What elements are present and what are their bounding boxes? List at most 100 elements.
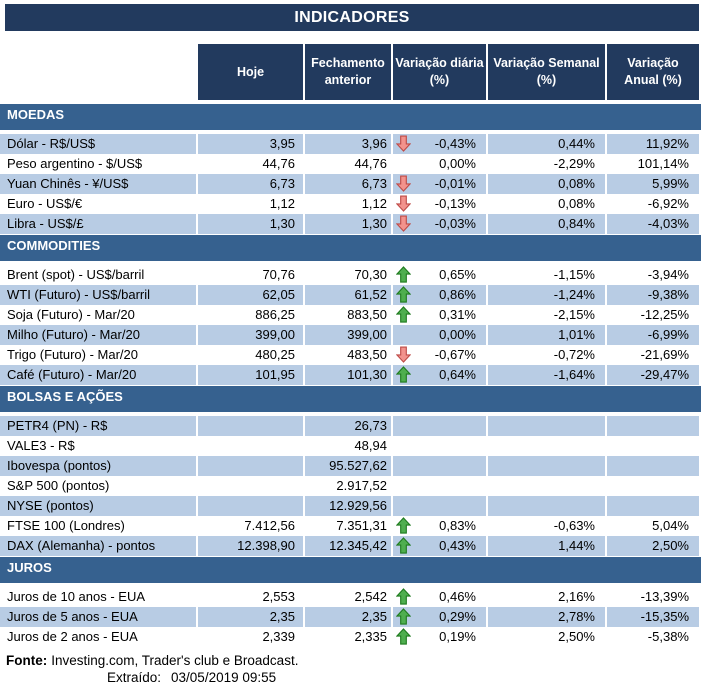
indicator-label: Trigo (Futuro) - Mar/20 <box>0 345 198 365</box>
indicator-label: WTI (Futuro) - US$/barril <box>0 285 198 305</box>
value-variacao-diaria: 0,86% <box>439 287 476 302</box>
variacao-diaria-cell: 0,19% <box>393 627 488 647</box>
table-row: NYSE (pontos) 12.929,56 <box>0 496 701 516</box>
variacao-diaria-cell: -0,67% <box>393 345 488 365</box>
value-variacao-anual: -5,38% <box>607 627 701 647</box>
value-variacao-diaria: 0,00% <box>439 327 476 342</box>
value-fechamento: 483,50 <box>305 345 393 365</box>
table-row: Yuan Chinês - ¥/US$ 6,73 6,73 -0,01% 0,08% 5,… <box>0 174 701 194</box>
value-variacao-semanal: 2,16% <box>488 587 607 607</box>
value-hoje: 1,12 <box>198 194 305 214</box>
value-fechamento: 61,52 <box>305 285 393 305</box>
value-variacao-semanal <box>488 416 607 436</box>
section-header: JUROS <box>0 557 701 583</box>
value-variacao-semanal: -0,72% <box>488 345 607 365</box>
indicator-label: S&P 500 (pontos) <box>0 476 198 496</box>
value-fechamento: 7.351,31 <box>305 516 393 536</box>
report-footer: Fonte: Investing.com, Trader's club e Bro… <box>0 652 704 686</box>
indicator-label: Soja (Futuro) - Mar/20 <box>0 305 198 325</box>
value-variacao-anual <box>607 416 701 436</box>
up-arrow-icon <box>396 588 411 605</box>
variacao-diaria-cell: -0,13% <box>393 194 488 214</box>
value-variacao-semanal: 0,44% <box>488 134 607 154</box>
table-row: Café (Futuro) - Mar/20 101,95 101,30 0,64% -… <box>0 365 701 385</box>
indicator-label: Juros de 5 anos - EUA <box>0 607 198 627</box>
table-row: WTI (Futuro) - US$/barril 62,05 61,52 0,86%… <box>0 285 701 305</box>
table-row: Ibovespa (pontos) 95.527,62 <box>0 456 701 476</box>
value-variacao-anual: -3,94% <box>607 265 701 285</box>
value-variacao-anual: 2,50% <box>607 536 701 556</box>
value-hoje: 6,73 <box>198 174 305 194</box>
value-hoje: 2,553 <box>198 587 305 607</box>
down-arrow-icon <box>396 346 411 363</box>
table-row: Soja (Futuro) - Mar/20 886,25 883,50 0,31% -… <box>0 305 701 325</box>
value-variacao-semanal: 0,08% <box>488 194 607 214</box>
value-variacao-diaria: 0,29% <box>439 609 476 624</box>
value-variacao-anual: -15,35% <box>607 607 701 627</box>
value-hoje: 7.412,56 <box>198 516 305 536</box>
extraction-line: Extraído: 03/05/2019 09:55 <box>107 669 704 686</box>
variacao-diaria-cell: 0,46% <box>393 587 488 607</box>
value-variacao-semanal <box>488 436 607 456</box>
value-fechamento: 399,00 <box>305 325 393 345</box>
value-fechamento: 101,30 <box>305 365 393 385</box>
value-hoje <box>198 496 305 516</box>
up-arrow-icon <box>396 306 411 323</box>
value-variacao-diaria: 0,64% <box>439 367 476 382</box>
page-title: INDICADORES <box>5 4 699 31</box>
value-variacao-anual: -12,25% <box>607 305 701 325</box>
value-fechamento: 44,76 <box>305 154 393 174</box>
value-variacao-semanal: -0,63% <box>488 516 607 536</box>
table-row: Libra - US$/£ 1,30 1,30 -0,03% 0,84% -4,03% <box>0 214 701 234</box>
value-variacao-anual <box>607 456 701 476</box>
table-row: VALE3 - R$ 48,94 <box>0 436 701 456</box>
column-header-1: Fechamento anterior <box>305 44 393 100</box>
value-variacao-anual: -6,99% <box>607 325 701 345</box>
value-hoje: 3,95 <box>198 134 305 154</box>
indicator-label: Libra - US$/£ <box>0 214 198 234</box>
value-fechamento: 2,35 <box>305 607 393 627</box>
value-fechamento: 48,94 <box>305 436 393 456</box>
value-hoje <box>198 416 305 436</box>
column-header-2: Variação diária (%) <box>393 44 488 100</box>
variacao-diaria-cell: 0,65% <box>393 265 488 285</box>
table-row: DAX (Alemanha) - pontos 12.398,90 12.345,4… <box>0 536 701 556</box>
section-header: BOLSAS E AÇÕES <box>0 386 701 412</box>
value-variacao-diaria: 0,83% <box>439 518 476 533</box>
table-row: Juros de 10 anos - EUA 2,553 2,542 0,46% 2,1… <box>0 587 701 607</box>
variacao-diaria-cell: 0,29% <box>393 607 488 627</box>
value-variacao-semanal: 0,08% <box>488 174 607 194</box>
indicator-label: FTSE 100 (Londres) <box>0 516 198 536</box>
value-variacao-anual: -13,39% <box>607 587 701 607</box>
value-variacao-semanal: 2,78% <box>488 607 607 627</box>
up-arrow-icon <box>396 286 411 303</box>
table-row: Dólar - R$/US$ 3,95 3,96 -0,43% 0,44% 11,92% <box>0 134 701 154</box>
column-header-3: Variação Semanal (%) <box>488 44 607 100</box>
value-variacao-anual: -6,92% <box>607 194 701 214</box>
value-variacao-semanal: 1,01% <box>488 325 607 345</box>
value-fechamento: 12.345,42 <box>305 536 393 556</box>
up-arrow-icon <box>396 537 411 554</box>
value-fechamento: 12.929,56 <box>305 496 393 516</box>
variacao-diaria-cell: 0,64% <box>393 365 488 385</box>
value-variacao-diaria: 0,00% <box>439 156 476 171</box>
value-hoje: 12.398,90 <box>198 536 305 556</box>
indicator-label: DAX (Alemanha) - pontos <box>0 536 198 556</box>
value-variacao-diaria: -0,13% <box>434 196 476 211</box>
up-arrow-icon <box>396 266 411 283</box>
section-header: COMMODITIES <box>0 235 701 261</box>
table-row: FTSE 100 (Londres) 7.412,56 7.351,31 0,83% -… <box>0 516 701 536</box>
value-variacao-diaria: -0,01% <box>434 176 476 191</box>
table-body: MOEDAS Dólar - R$/US$ 3,95 3,96 -0,43% 0,44% 1… <box>0 104 701 647</box>
section-moedas: MOEDAS Dólar - R$/US$ 3,95 3,96 -0,43% 0,44% 1… <box>0 104 701 234</box>
source-text: Investing.com, Trader's club e Broadcast… <box>51 653 299 668</box>
variacao-diaria-cell: 0,00% <box>393 154 488 174</box>
indicator-label: Dólar - R$/US$ <box>0 134 198 154</box>
table-row: Juros de 2 anos - EUA 2,339 2,335 0,19% 2,50… <box>0 627 701 647</box>
extraction-timestamp: 03/05/2019 09:55 <box>171 670 277 685</box>
value-variacao-diaria: 0,19% <box>439 629 476 644</box>
value-fechamento: 3,96 <box>305 134 393 154</box>
variacao-diaria-cell <box>393 496 488 516</box>
section-juros: JUROS Juros de 10 anos - EUA 2,553 2,542 0,4… <box>0 557 701 647</box>
